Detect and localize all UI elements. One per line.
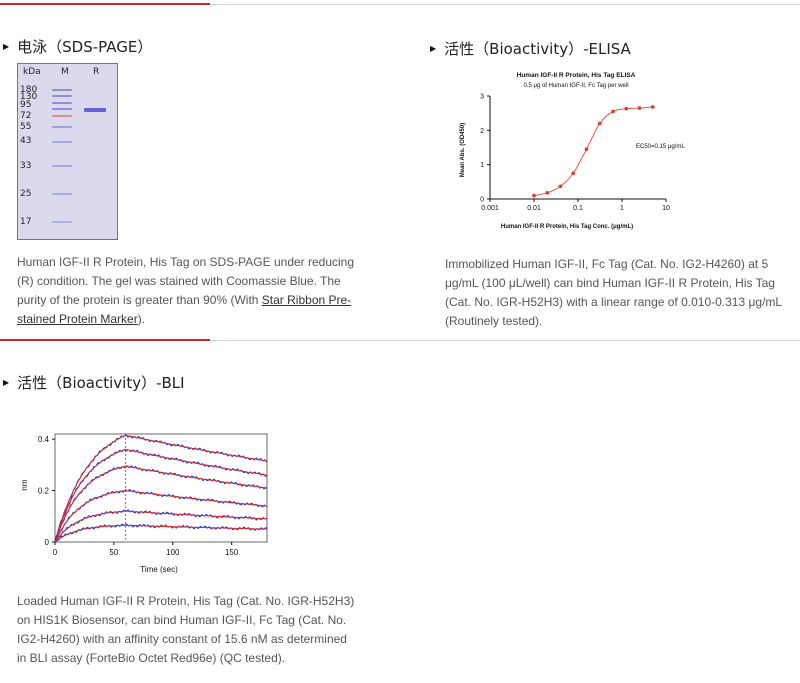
mw-label: 180 (20, 85, 38, 95)
x-tick-label: 10 (662, 205, 670, 212)
chart-subtitle: 0.5 μg of Human IGF-II, Fc Tag per well (523, 83, 628, 89)
marker-band (52, 108, 72, 110)
x-tick-label: 50 (109, 548, 118, 557)
data-point (611, 109, 615, 114)
x-tick-label: 1 (620, 205, 624, 212)
mw-label: 95 (20, 100, 32, 110)
mw-label: 72 (20, 111, 32, 121)
bullet-triangle-icon: ▶ (3, 378, 10, 387)
mw-label: 130 (20, 92, 38, 102)
fitted-sensorgram-curve (54, 490, 268, 543)
elisa-chart: Human IGF-II R Protein, His Tag ELISA 0.… (460, 72, 685, 230)
data-point (545, 191, 550, 195)
top-accent-bar (0, 3, 210, 5)
bli-chart: 0 50 100 150 0 0.2 0.4 Time (sec) nm (20, 433, 268, 574)
gel-title-text: 电泳（SDS-PAGE） (17, 38, 153, 56)
y-tick-label: 1 (480, 162, 484, 169)
kda-header: kDa (23, 67, 41, 77)
x-tick-label: 0 (53, 548, 58, 557)
fitted-sensorgram-curve (54, 434, 268, 543)
y-axis-label: nm (20, 479, 29, 490)
mw-label: 55 (20, 122, 32, 132)
chart-title: Human IGF-II R Protein, His Tag ELISA (517, 72, 636, 79)
y-tick-label: 0 (480, 197, 484, 204)
sample-band (84, 108, 106, 112)
gel-description-end: ). (137, 312, 146, 326)
y-tick-label: 0.4 (38, 435, 50, 444)
y-axis-label: Mean Abs. (OD450) (460, 123, 466, 177)
elisa-section-title: ▶ 活性（Bioactivity）-ELISA (430, 38, 631, 59)
fitted-sensorgram-curve (54, 524, 267, 543)
mw-label: 43 (20, 136, 32, 146)
bullet-triangle-icon: ▶ (430, 44, 437, 53)
gel-description: Human IGF-II R Protein, His Tag on SDS-P… (17, 253, 357, 329)
x-tick-label: 0.01 (527, 205, 541, 212)
mw-label: 17 (20, 217, 32, 227)
marker-band (52, 193, 72, 195)
marker-product-link[interactable]: Star Ribbon Pre-stained Protein Marker (17, 293, 352, 326)
middle-accent-bar (0, 339, 210, 341)
y-tick-label: 2 (480, 128, 484, 135)
gel-section-title: ▶ 电泳（SDS-PAGE） (3, 36, 152, 57)
data-point (558, 184, 563, 189)
marker-band (52, 95, 72, 97)
bli-section-title: ▶ 活性（Bioactivity）-BLI (3, 372, 185, 393)
marker-band (52, 89, 72, 91)
y-tick-label: 3 (480, 94, 484, 101)
elisa-title-text: 活性（Bioactivity）-ELISA (444, 40, 631, 58)
sds-page-gel-image: kDa M R 180 130 95 72 55 43 33 25 17 (17, 63, 118, 240)
bli-title-text: 活性（Bioactivity）-BLI (17, 374, 185, 392)
fitted-sensorgram-curve (54, 465, 268, 543)
marker-band (52, 126, 72, 128)
x-axis-label: Time (sec) (140, 565, 178, 574)
x-tick-label: 0.1 (573, 205, 583, 212)
x-tick-label: 150 (225, 548, 239, 557)
data-point (650, 105, 655, 109)
data-point (637, 106, 642, 110)
raw-sensorgram-curve (54, 523, 268, 544)
fitted-sensorgram-curve (54, 448, 268, 543)
x-axis-label: Human IGF-II R Protein, His Tag Conc. (μ… (501, 224, 633, 230)
x-tick-label: 0.001 (481, 205, 499, 212)
marker-band (52, 141, 72, 143)
mw-label: 33 (20, 161, 32, 171)
middle-divider (0, 340, 800, 341)
top-divider (0, 4, 800, 5)
raw-sensorgram-curve (54, 465, 268, 543)
marker-band (52, 102, 72, 104)
marker-lane-header: M (61, 67, 69, 77)
data-point (584, 147, 589, 152)
x-tick-label: 100 (166, 548, 180, 557)
elisa-fit-curve (533, 106, 653, 197)
marker-band (52, 165, 72, 167)
marker-band (52, 221, 72, 223)
data-point (532, 193, 536, 198)
elisa-description: Immobilized Human IGF-II, Fc Tag (Cat. N… (445, 257, 782, 328)
data-point (624, 106, 629, 111)
y-tick-label: 0.2 (38, 487, 50, 496)
mw-label: 25 (20, 189, 32, 199)
data-point (598, 121, 602, 126)
marker-band (52, 115, 72, 117)
raw-sensorgram-curve (54, 489, 268, 542)
ec50-annotation: EC50=0.15 μg/mL (636, 144, 685, 150)
y-tick-label: 0 (45, 538, 50, 547)
bli-description: Loaded Human IGF-II R Protein, His Tag (… (17, 594, 355, 665)
gel-description-text: Human IGF-II R Protein, His Tag on SDS-P… (17, 255, 355, 307)
bullet-triangle-icon: ▶ (3, 42, 10, 51)
data-point (571, 171, 576, 176)
sample-lane-header: R (93, 67, 100, 77)
fitted-sensorgram-curve (54, 510, 268, 543)
